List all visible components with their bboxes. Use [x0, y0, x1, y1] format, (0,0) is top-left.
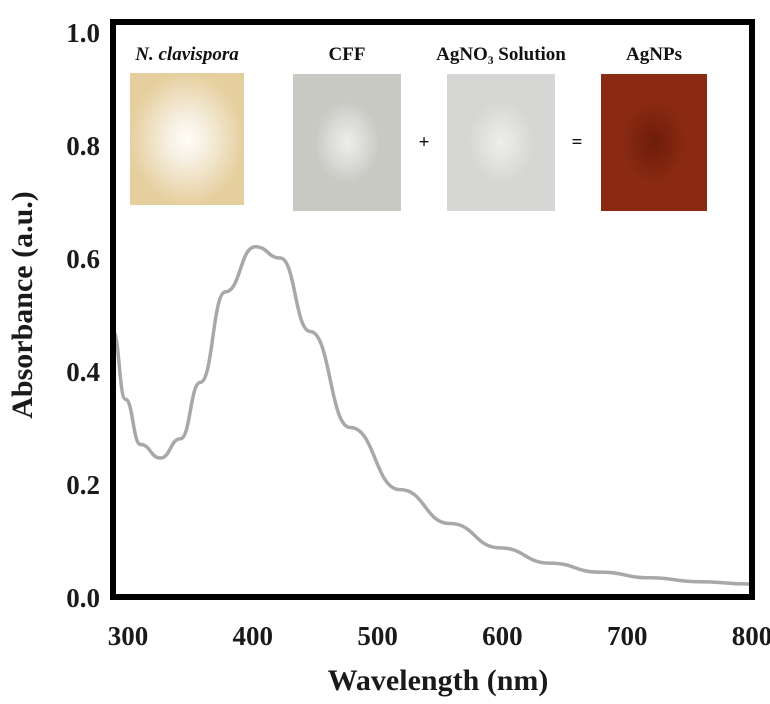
inset-photo-agno3 [447, 74, 555, 211]
equals-sign: = [572, 132, 583, 153]
plot-frame [110, 19, 755, 600]
x-tick-label: 700 [607, 621, 648, 651]
absorbance-line [111, 244, 750, 586]
y-tick-label: 0.4 [66, 357, 100, 387]
inset-photo-agnps [601, 74, 707, 211]
y-tick-label: 0.8 [66, 131, 100, 161]
inset-label: CFF [329, 44, 366, 65]
inset-label: AgNO₃ Solution [436, 44, 566, 65]
x-tick-label: 500 [357, 621, 398, 651]
y-tick-label: 1.0 [66, 18, 100, 48]
x-tick-label: 600 [482, 621, 523, 651]
x-tick-label: 300 [108, 621, 149, 651]
x-axis-label: Wavelength (nm) [328, 664, 549, 697]
y-tick-label: 0.6 [66, 244, 100, 274]
inset-label: N. clavispora [134, 44, 239, 65]
x-tick-label: 400 [233, 621, 274, 651]
x-tick-label: 800 [732, 621, 770, 651]
y-axis-label: Absorbance (a.u.) [6, 191, 39, 419]
y-tick-label: 0.0 [66, 583, 100, 613]
inset-label: AgNPs [626, 44, 682, 65]
plus-sign: + [419, 132, 430, 153]
inset-photo-fungus [130, 73, 244, 205]
inset-photo-cff [293, 74, 401, 211]
y-tick-label: 0.2 [66, 470, 100, 500]
